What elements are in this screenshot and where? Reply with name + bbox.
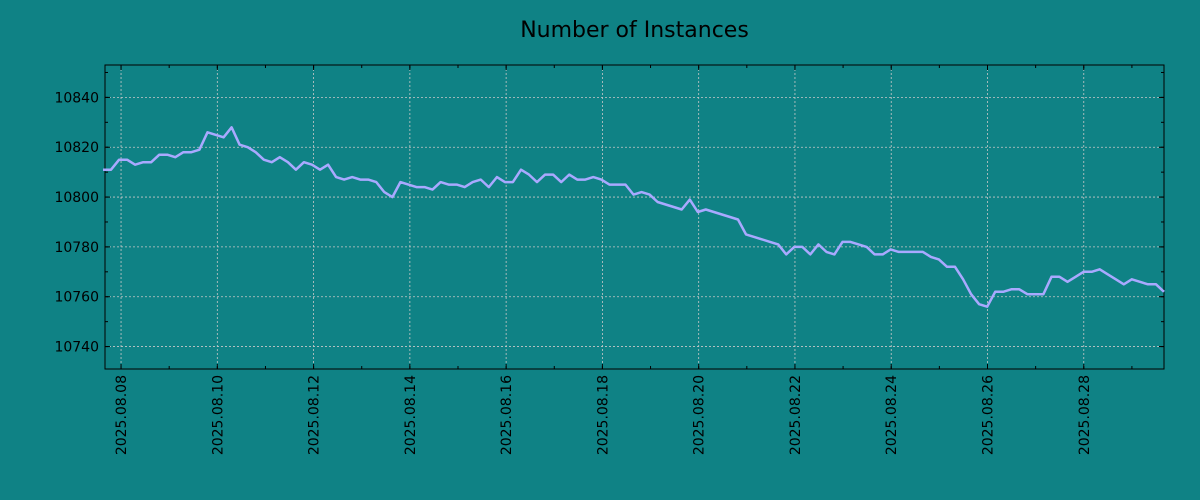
x-tick-label: 2025.08.22 xyxy=(788,375,804,455)
x-tick-label: 2025.08.14 xyxy=(403,375,419,455)
chart-title: Number of Instances xyxy=(520,18,749,43)
y-tick-label: 10760 xyxy=(54,290,99,306)
grid xyxy=(105,65,1164,369)
series-layer xyxy=(103,126,1165,308)
x-tick-label: 2025.08.18 xyxy=(595,375,611,455)
series-line xyxy=(103,126,1165,308)
y-tick-label: 10740 xyxy=(54,340,99,356)
x-tick-label: 2025.08.24 xyxy=(884,375,900,455)
y-tick-label: 10800 xyxy=(54,190,99,206)
plot-frame xyxy=(104,64,1165,370)
y-tick-label: 10780 xyxy=(54,240,99,256)
x-tick-label: 2025.08.26 xyxy=(981,375,997,455)
axis-ticks: 2025.08.08 2025.08.10 2025.08.12 2025.08.14… xyxy=(54,65,1164,455)
y-tick-label: 10840 xyxy=(54,90,99,106)
x-tick-label: 2025.08.20 xyxy=(692,375,708,455)
x-tick-label: 2025.08.08 xyxy=(114,375,130,455)
x-tick-label: 2025.08.28 xyxy=(1077,375,1093,455)
x-tick-label: 2025.08.16 xyxy=(499,375,515,455)
x-tick-label: 2025.08.12 xyxy=(307,375,323,455)
x-tick-label: 2025.08.10 xyxy=(210,375,226,455)
y-tick-label: 10820 xyxy=(54,140,99,156)
